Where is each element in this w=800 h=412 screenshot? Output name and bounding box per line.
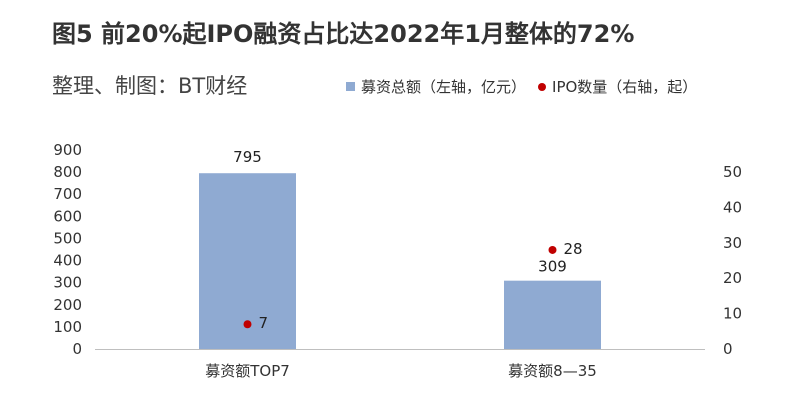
legend-item-count: IPO数量（右轴，起） <box>538 76 697 97</box>
y-right-tick-label: 30 <box>723 234 742 252</box>
legend-label-amount: 募资总额（左轴，亿元） <box>361 78 527 96</box>
y-left-tick-label: 200 <box>53 296 82 314</box>
legend-label-count: IPO数量（右轴，起） <box>552 78 698 96</box>
y-left-tick-label: 600 <box>53 207 82 225</box>
legend: 募资总额（左轴，亿元） IPO数量（右轴，起） <box>346 76 709 97</box>
legend-swatch-dot <box>538 82 547 91</box>
ipo-count-point <box>548 245 557 254</box>
y-left-tick-label: 700 <box>53 185 82 203</box>
bar <box>199 173 296 349</box>
y-left-tick-label: 800 <box>53 163 82 181</box>
y-left-tick-label: 500 <box>53 229 82 247</box>
legend-swatch-bar <box>346 82 355 91</box>
y-right-tick-label: 20 <box>723 269 742 287</box>
ipo-count-label: 28 <box>564 240 583 258</box>
chart-subtitle: 整理、制图：BT财经 <box>52 74 248 98</box>
y-right-tick-label: 10 <box>723 305 742 323</box>
chart-title: 图5 前20%起IPO融资占比达2022年1月整体的72% <box>52 20 635 48</box>
ipo-count-point <box>243 320 252 329</box>
y-right-tick-label: 0 <box>723 340 733 358</box>
x-category-label: 募资额8—35 <box>508 362 597 380</box>
y-right-tick-label: 50 <box>723 163 742 181</box>
bar-value-label: 309 <box>538 258 567 276</box>
legend-item-amount: 募资总额（左轴，亿元） <box>346 76 526 97</box>
y-left-tick-label: 100 <box>53 318 82 336</box>
x-category-label: 募资额TOP7 <box>205 362 290 380</box>
y-left-tick-label: 900 <box>53 141 82 159</box>
y-right-tick-label: 40 <box>723 198 742 216</box>
bar <box>504 280 601 349</box>
y-left-tick-label: 300 <box>53 274 82 292</box>
y-left-tick-label: 0 <box>72 340 82 358</box>
y-left-tick-label: 400 <box>53 252 82 270</box>
bar-value-label: 795 <box>233 148 262 166</box>
ipo-count-label: 7 <box>259 314 269 332</box>
